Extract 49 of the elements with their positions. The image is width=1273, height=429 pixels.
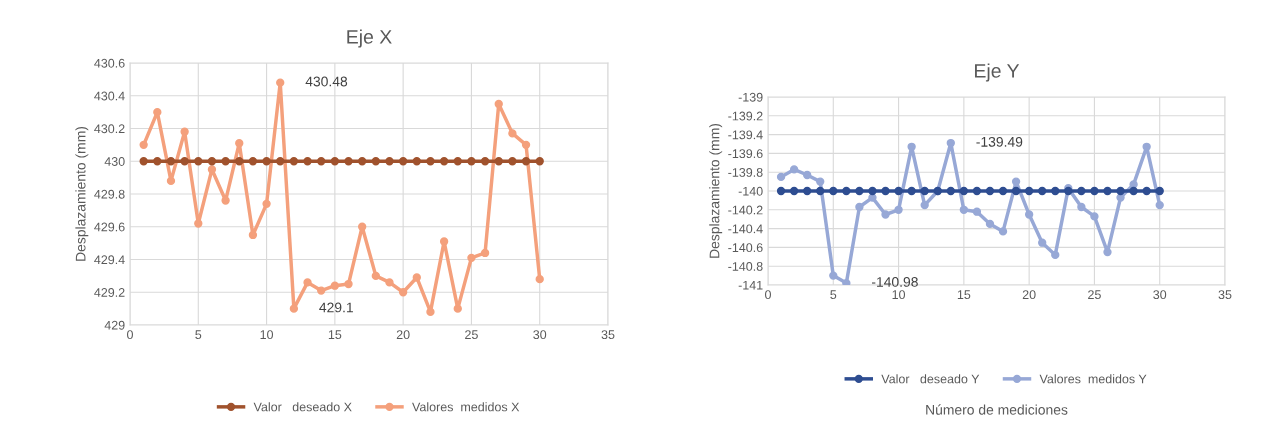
x-tick-label: 30 bbox=[533, 330, 547, 340]
y-tick-label: 429.6 bbox=[94, 222, 125, 232]
y-tick-label: 430.4 bbox=[94, 91, 125, 101]
y-axis-title: Desplazamiento (mm) bbox=[709, 123, 723, 258]
legend-label: Valor deseado Y bbox=[881, 374, 980, 384]
y-tick-label: -139.2 bbox=[728, 111, 763, 121]
y-tick-label: -139.6 bbox=[728, 149, 763, 159]
annotation: 430.48 bbox=[305, 76, 348, 87]
x-tick-label: 10 bbox=[260, 330, 274, 340]
annotation: 429.1 bbox=[319, 302, 353, 313]
chart-title: Eje Y bbox=[975, 63, 1020, 82]
x-tick-label: 30 bbox=[1153, 290, 1167, 300]
x-tick-label: 35 bbox=[1218, 290, 1232, 300]
x-tick-label: 15 bbox=[957, 290, 971, 300]
x-tick-label: 0 bbox=[127, 330, 133, 340]
y-tick-label: -139.4 bbox=[728, 130, 763, 140]
x-tick-label: 20 bbox=[396, 330, 410, 340]
y-tick-label: 430.6 bbox=[94, 58, 125, 68]
y-tick-label: -139.8 bbox=[728, 168, 763, 177]
y-tick-label: -139 bbox=[738, 92, 763, 102]
y-tick-label: -141 bbox=[738, 280, 763, 290]
legend-label: Valores medidos X bbox=[412, 402, 520, 412]
x-tick-label: 10 bbox=[892, 290, 906, 300]
y-tick-label: -140 bbox=[738, 186, 763, 196]
x-tick-label: 20 bbox=[1022, 290, 1036, 300]
y-tick-label: 429.8 bbox=[94, 189, 125, 199]
y-tick-label: -140.2 bbox=[728, 205, 763, 215]
y-axis-title: Desplazamiento (mm) bbox=[75, 126, 89, 261]
y-tick-label: 430 bbox=[104, 157, 125, 166]
x-tick-label: 15 bbox=[328, 330, 342, 340]
y-tick-label: 429.2 bbox=[94, 288, 125, 297]
annotation: -140.98 bbox=[871, 277, 918, 287]
x-tick-label: 25 bbox=[1088, 290, 1101, 300]
x-axis-title: Número de mediciones bbox=[926, 404, 1068, 415]
x-tick-label: 35 bbox=[601, 330, 615, 340]
legend-label: Valor deseado X bbox=[253, 402, 352, 412]
y-tick-label: 429 bbox=[104, 320, 125, 330]
y-tick-label: -140.8 bbox=[728, 262, 763, 271]
x-tick-label: 25 bbox=[465, 330, 478, 340]
annotation: -139.49 bbox=[976, 136, 1023, 147]
x-tick-label: 0 bbox=[765, 290, 771, 300]
y-tick-label: 430.2 bbox=[94, 124, 125, 134]
y-tick-label: -140.4 bbox=[728, 224, 763, 234]
y-tick-label: 429.4 bbox=[94, 255, 125, 265]
y-tick-label: -140.6 bbox=[728, 243, 763, 253]
chart-title: Eje X bbox=[347, 29, 392, 48]
legend-label: Valores medidos Y bbox=[1039, 374, 1147, 384]
x-tick-label: 5 bbox=[830, 290, 837, 300]
x-tick-label: 5 bbox=[195, 330, 202, 340]
